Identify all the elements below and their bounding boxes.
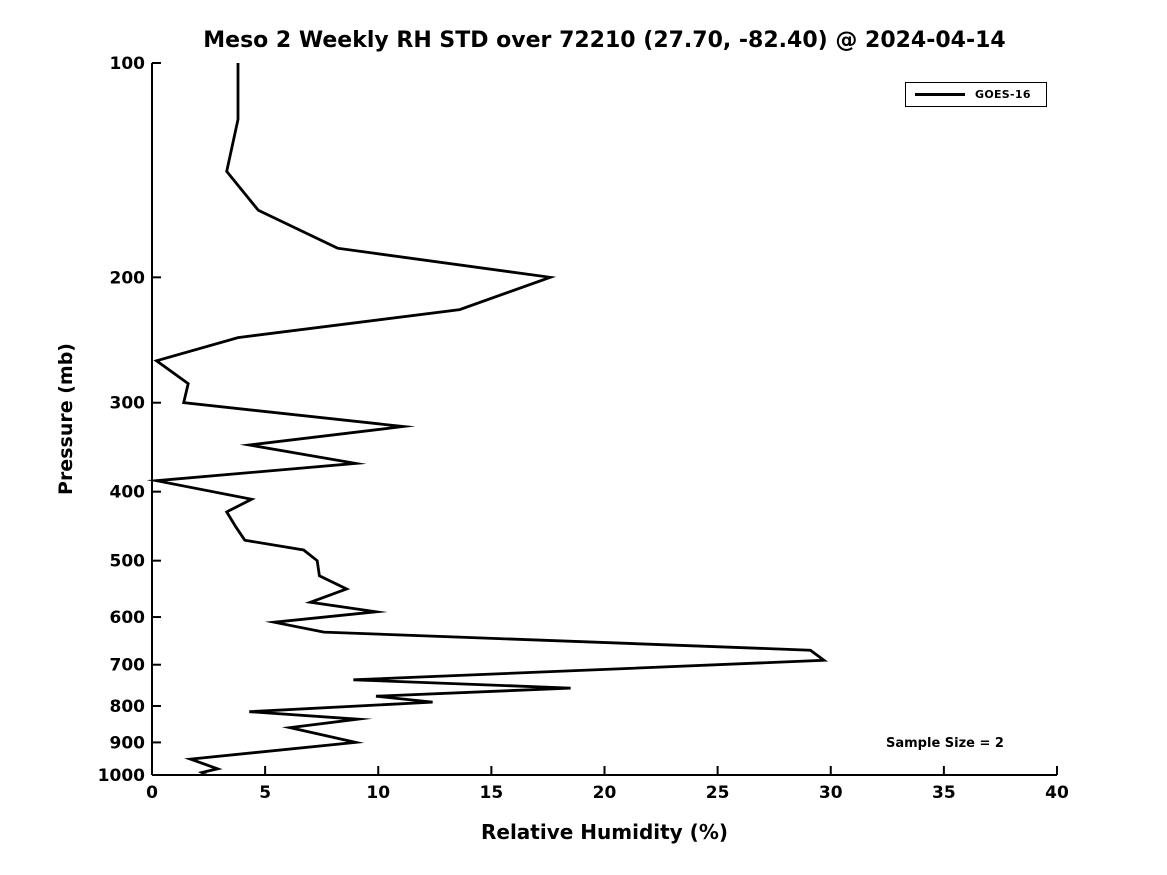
y-tick-label: 500 [110,552,146,572]
x-axis-label: Relative Humidity (%) [480,820,729,844]
x-tick-label: 40 [1045,783,1069,803]
x-tick-label: 5 [259,783,271,803]
legend: GOES-16 [905,82,1047,107]
x-tick-label: 20 [593,783,617,803]
x-tick-label: 35 [932,783,956,803]
sample-size-annotation: Sample Size = 2 [886,736,1004,751]
x-tick-label: 30 [819,783,843,803]
x-tick-label: 15 [480,783,504,803]
chart-title: Meso 2 Weekly RH STD over 72210 (27.70, … [203,28,1006,53]
x-tick-label: 10 [366,783,390,803]
rh-std-curve [146,63,829,777]
x-tick-label: 0 [146,783,158,803]
y-tick-label: 800 [110,697,146,717]
legend-label: GOES-16 [975,88,1031,101]
y-tick-label: 200 [110,268,146,288]
y-tick-label: 400 [110,483,146,503]
y-tick-label: 100 [110,54,146,74]
y-tick-label: 600 [110,608,146,628]
y-tick-label: 300 [110,394,146,414]
legend-line-sample [915,93,965,96]
y-tick-label: 1000 [98,766,145,786]
y-tick-label: 700 [110,656,146,676]
x-tick-label: 25 [706,783,730,803]
y-tick-label: 900 [110,733,146,753]
